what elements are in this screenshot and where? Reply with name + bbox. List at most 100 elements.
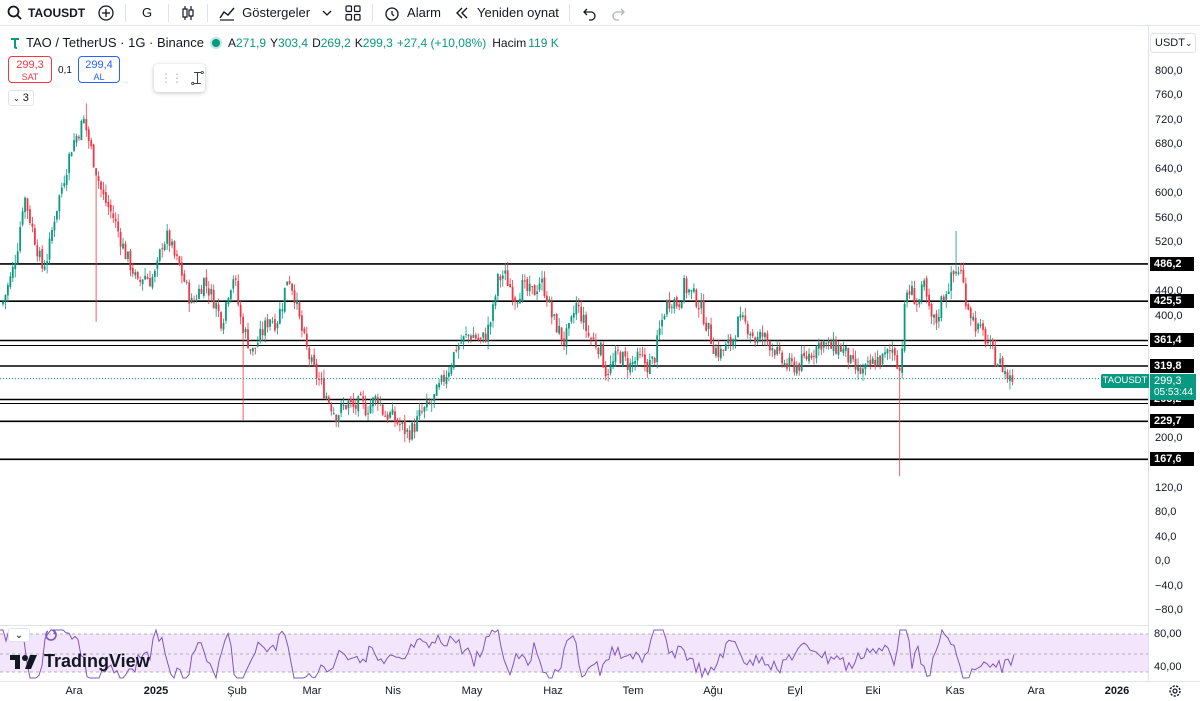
candle-body: [342, 404, 345, 406]
candle-body: [580, 306, 583, 322]
price-scale[interactable]: [1148, 26, 1200, 681]
rsi-refresh-icon[interactable]: [44, 628, 58, 642]
candle-body: [827, 341, 830, 343]
candle-body: [141, 279, 144, 285]
candle-body: [761, 332, 764, 337]
time-label: Ağu: [703, 685, 723, 697]
candle-body: [357, 396, 360, 412]
candle-body: [457, 345, 460, 351]
buy-button[interactable]: 299,4 AL: [78, 56, 120, 83]
candle-body: [712, 345, 715, 354]
measure-tool-icon[interactable]: [190, 67, 205, 89]
candle-body: [136, 271, 139, 279]
chevron-down-icon: ⌄: [14, 629, 24, 641]
candle-body: [467, 334, 470, 336]
candle-body: [849, 355, 852, 364]
price-tick-label: 0,0: [1155, 555, 1171, 568]
candle-body: [629, 362, 632, 373]
candle-body: [516, 302, 519, 304]
time-axis[interactable]: [0, 681, 1200, 701]
settings-gear-icon[interactable]: [1168, 684, 1182, 698]
candle-body: [445, 376, 448, 384]
candle-body: [303, 328, 306, 333]
time-label: Eki: [865, 685, 881, 697]
candle-body: [771, 348, 774, 351]
candle-body: [60, 187, 63, 194]
candle-body: [82, 118, 85, 123]
rsi-pane[interactable]: [0, 625, 1148, 681]
candle-body: [24, 197, 26, 213]
candle-body: [428, 401, 431, 404]
candle-body: [33, 228, 36, 245]
candle-body: [112, 213, 115, 219]
interval-button[interactable]: G: [130, 0, 164, 26]
candle-body: [501, 275, 504, 279]
chart-type-button[interactable]: [173, 0, 203, 26]
price-tick-label: 80,0: [1155, 506, 1177, 519]
candle-body: [14, 262, 17, 270]
candle-body: [41, 249, 44, 269]
candle-body: [543, 277, 546, 297]
redo-button[interactable]: [604, 0, 634, 26]
candle-body: [815, 346, 818, 359]
candle-body: [492, 304, 494, 321]
sell-button[interactable]: 299,3 SAT: [8, 56, 52, 83]
candle-body: [332, 413, 335, 415]
replay-button[interactable]: Yeniden oynat: [447, 0, 565, 26]
candle-body: [482, 332, 485, 338]
candle-body: [844, 346, 847, 351]
candle-body: [158, 249, 161, 261]
time-label: Haz: [543, 685, 563, 697]
candle-body: [999, 358, 1002, 364]
candle-body: [876, 356, 879, 365]
price-chart[interactable]: [0, 26, 1148, 625]
alarm-button[interactable]: Alarm: [377, 0, 447, 26]
chevron-down-icon: [318, 4, 336, 22]
candle-body: [301, 315, 303, 331]
candle-body: [715, 348, 717, 356]
symbol-search-button[interactable]: TAOUSDT: [0, 0, 91, 26]
undo-button[interactable]: [574, 0, 604, 26]
candle-body: [626, 358, 629, 370]
candle-body: [840, 345, 842, 352]
candle-body: [678, 304, 681, 307]
candle-body: [254, 347, 257, 349]
indicators-button[interactable]: Göstergeler: [212, 0, 316, 26]
legend-open-label: A: [227, 35, 236, 50]
candle-body: [950, 272, 953, 291]
price-tick-label: −80,0: [1155, 604, 1183, 617]
candle-body: [967, 304, 970, 310]
candle-body: [661, 319, 663, 327]
candle-body: [898, 367, 901, 371]
rsi-collapse-button[interactable]: ⌄: [8, 628, 30, 642]
toolbar-divider: [168, 3, 170, 22]
drag-handle-icon[interactable]: ⋮⋮: [160, 71, 183, 85]
candle-body: [891, 349, 894, 353]
buy-label: AL: [93, 72, 105, 82]
indicators-dropdown-button[interactable]: [316, 0, 338, 26]
currency-selector[interactable]: USDT ⌄: [1150, 33, 1196, 53]
tao-logo-icon: [11, 37, 19, 49]
candle-body: [278, 308, 281, 324]
candle-body: [710, 324, 712, 344]
floating-drawing-toolbar[interactable]: ⋮⋮: [154, 64, 205, 92]
candle-body: [252, 347, 254, 352]
candle-body: [21, 211, 24, 225]
candle-body: [585, 314, 587, 332]
price-tick-label: 120,0: [1155, 481, 1183, 494]
candle-body: [29, 209, 31, 223]
candle-body: [261, 329, 264, 336]
candle-body: [822, 341, 825, 348]
rsi-band: [0, 634, 1148, 672]
candle-body: [139, 279, 142, 282]
layouts-button[interactable]: [338, 0, 368, 26]
legend-collapse-button[interactable]: ⌄ 3: [8, 90, 34, 106]
candle-body: [359, 393, 362, 396]
candle-body: [869, 359, 872, 366]
compare-button[interactable]: [91, 0, 121, 26]
candle-body: [95, 168, 97, 176]
candle-body: [487, 324, 489, 342]
legend-close-label: K: [354, 35, 363, 50]
candle-body: [962, 269, 965, 283]
candle-body: [634, 360, 636, 364]
